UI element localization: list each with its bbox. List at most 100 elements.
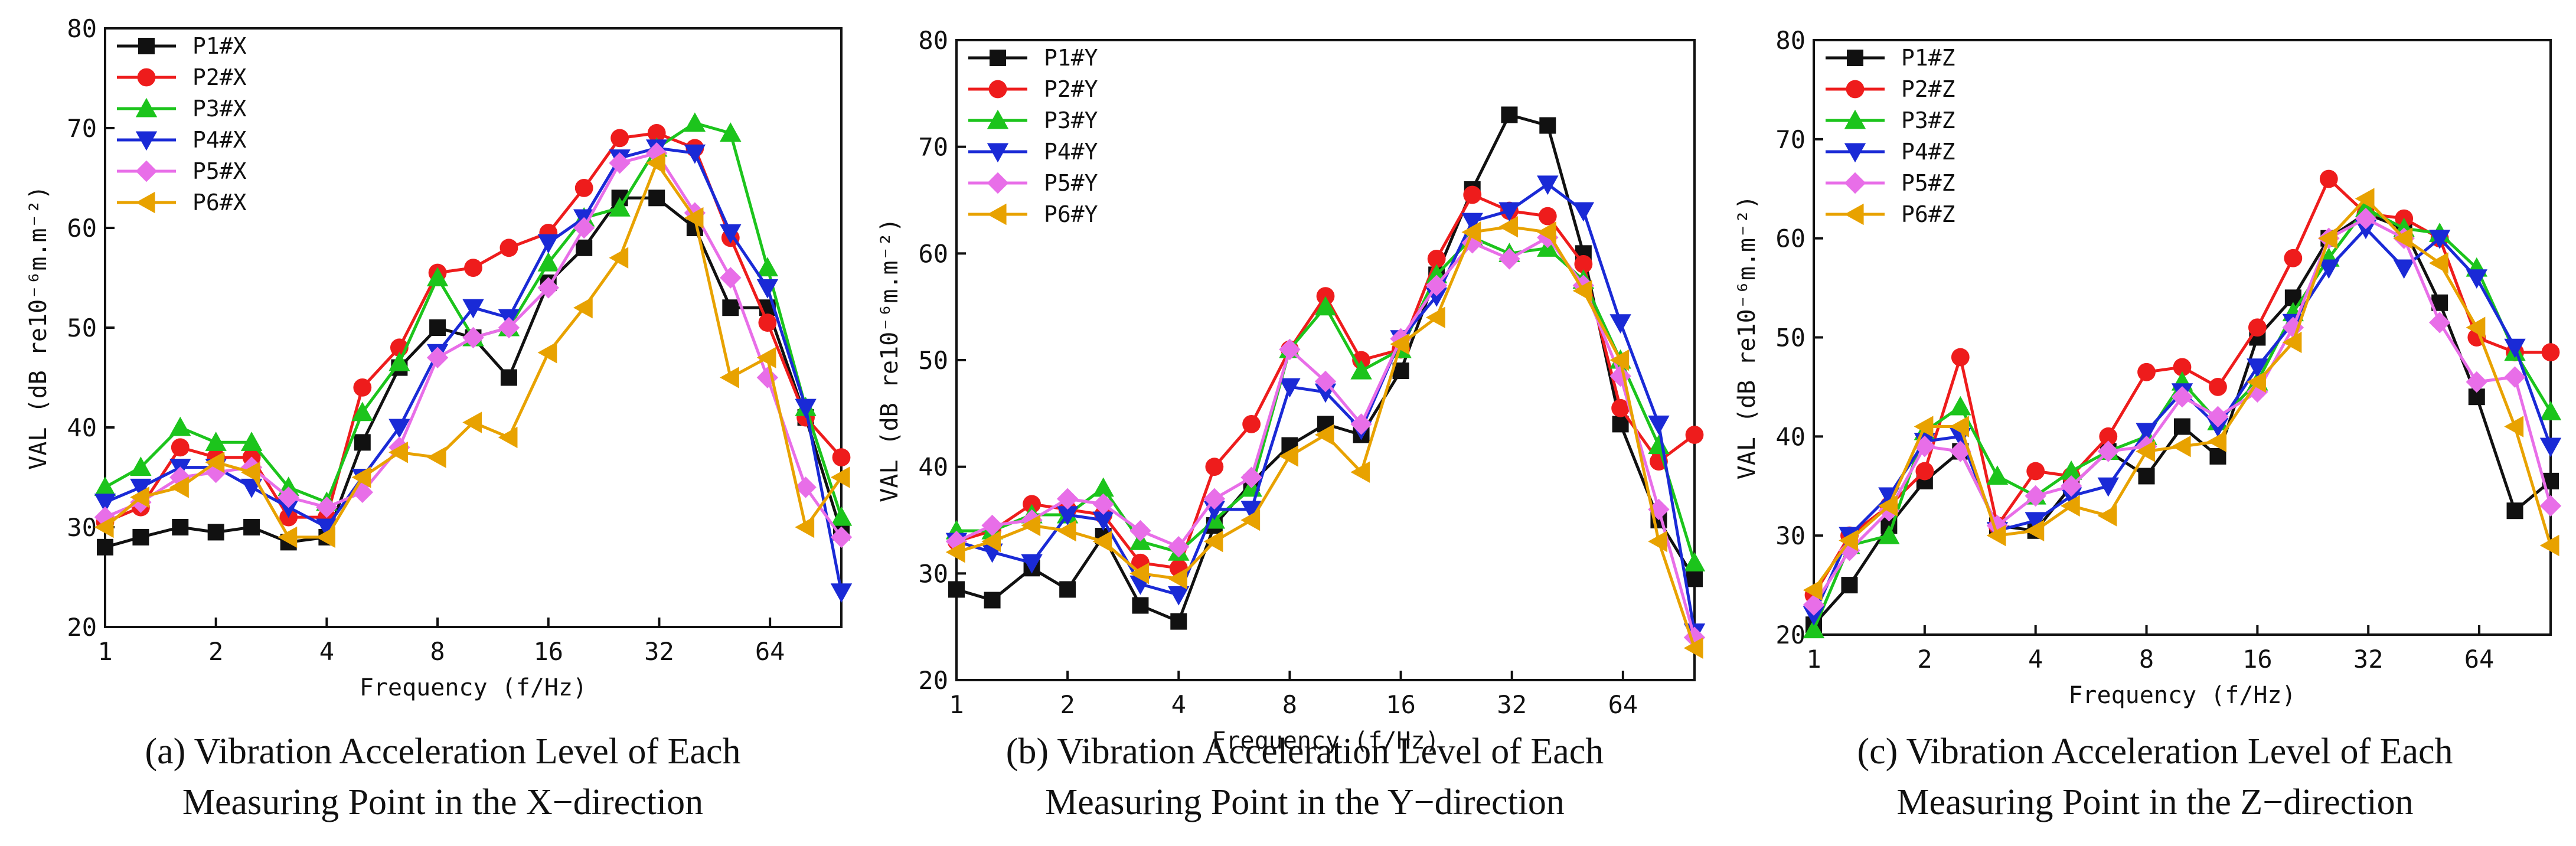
data-point — [1914, 416, 1934, 437]
legend-entry: P5#X — [192, 158, 247, 184]
data-point — [576, 239, 593, 256]
data-point — [277, 486, 299, 508]
data-point — [1279, 338, 1301, 361]
data-point — [830, 526, 853, 548]
data-point — [1279, 445, 1298, 467]
data-point — [1203, 530, 1223, 553]
legend-marker — [990, 50, 1006, 66]
y-tick-label: 50 — [67, 313, 97, 342]
data-point — [1170, 613, 1187, 630]
y-axis-label: VAL (dB re10⁻⁶m.m⁻²) — [25, 185, 52, 470]
data-point — [1092, 493, 1114, 515]
data-point — [684, 144, 706, 164]
data-point — [1648, 435, 1670, 455]
data-point — [2504, 366, 2526, 388]
data-point — [1461, 221, 1481, 243]
data-point — [240, 432, 263, 451]
data-point — [2539, 401, 2562, 420]
data-point — [2318, 227, 2337, 249]
caption-c: (c) Vibration Acceleration Level of Each… — [1742, 726, 2568, 828]
data-point — [316, 497, 338, 518]
legend-entry: P3#Y — [1044, 107, 1098, 133]
y-tick-label: 70 — [67, 114, 97, 143]
data-point — [1314, 370, 1337, 393]
legend-marker — [988, 80, 1007, 99]
x-axis-label: Frequency (f/Hz) — [2068, 682, 2296, 709]
data-point — [830, 583, 853, 603]
data-point — [1498, 215, 1519, 238]
data-point — [1242, 415, 1261, 433]
legend-entry: P3#X — [192, 96, 247, 122]
data-point — [1803, 619, 1825, 639]
legend-entry: P2#X — [192, 64, 247, 90]
data-point — [1168, 568, 1187, 590]
data-point — [1129, 563, 1150, 584]
data-point — [1205, 458, 1224, 476]
data-point — [1878, 495, 1898, 517]
data-point — [1021, 514, 1041, 537]
x-tick-label: 32 — [2353, 645, 2384, 674]
legend-marker — [135, 191, 155, 214]
data-point — [2504, 338, 2526, 358]
data-point — [169, 476, 189, 498]
data-point — [205, 432, 227, 451]
data-point — [1572, 280, 1592, 302]
data-point — [426, 347, 449, 368]
data-point — [1986, 515, 2009, 537]
data-point — [426, 267, 449, 287]
data-point — [1390, 333, 1410, 355]
data-point — [1240, 501, 1262, 521]
data-point — [1056, 488, 1079, 510]
data-point — [722, 299, 739, 316]
data-point — [1683, 637, 1703, 659]
data-point — [464, 259, 482, 277]
data-point — [1803, 594, 1825, 616]
y-tick-label: 30 — [918, 559, 948, 588]
y-axis-label: VAL (dB re10⁻⁶m.m⁻²) — [1733, 195, 1761, 480]
data-point — [537, 342, 557, 364]
caption-a-line1: (a) Vibration Acceleration Level of Each — [145, 731, 741, 772]
y-tick-label: 40 — [1775, 422, 1806, 451]
data-point — [1168, 586, 1190, 606]
data-point — [945, 541, 965, 563]
data-point — [756, 367, 779, 388]
data-point — [1648, 415, 1670, 435]
data-point — [2393, 259, 2415, 279]
legend-marker — [135, 97, 158, 117]
data-point — [648, 190, 665, 207]
data-point — [388, 442, 408, 463]
data-point — [97, 538, 113, 556]
data-point — [1950, 396, 1971, 416]
data-point — [981, 530, 1001, 553]
data-point — [1501, 106, 1518, 123]
data-point — [1092, 511, 1114, 531]
data-point — [1092, 477, 1114, 497]
y-axis-label: VAL (dB re10⁻⁶m.m⁻²) — [876, 218, 903, 502]
data-point — [1425, 306, 1445, 328]
data-point — [2539, 534, 2559, 557]
data-point — [1350, 360, 1372, 380]
x-tick-label: 16 — [1386, 690, 1416, 719]
data-point — [1314, 296, 1337, 316]
legend: P1#Y P2#Y P3#Y P4#Y P5#Y P6#Y — [968, 45, 1098, 227]
data-point — [984, 592, 1001, 609]
y-tick-label: 70 — [918, 133, 948, 162]
data-point — [1839, 530, 1859, 551]
y-tick-label: 20 — [918, 666, 948, 695]
data-point — [647, 124, 666, 142]
data-point — [277, 498, 299, 518]
data-point — [609, 197, 631, 217]
caption-a: (a) Vibration Acceleration Level of Each… — [35, 726, 850, 828]
data-point — [2428, 312, 2451, 334]
data-point — [2207, 406, 2229, 427]
data-point — [2247, 371, 2266, 393]
data-point — [1539, 117, 1556, 134]
data-point — [353, 378, 372, 397]
data-point — [2026, 462, 2045, 481]
data-point — [2207, 417, 2229, 437]
data-point — [169, 416, 191, 436]
legend-marker — [1846, 80, 1865, 99]
data-point — [756, 257, 779, 277]
data-point — [1056, 506, 1079, 526]
